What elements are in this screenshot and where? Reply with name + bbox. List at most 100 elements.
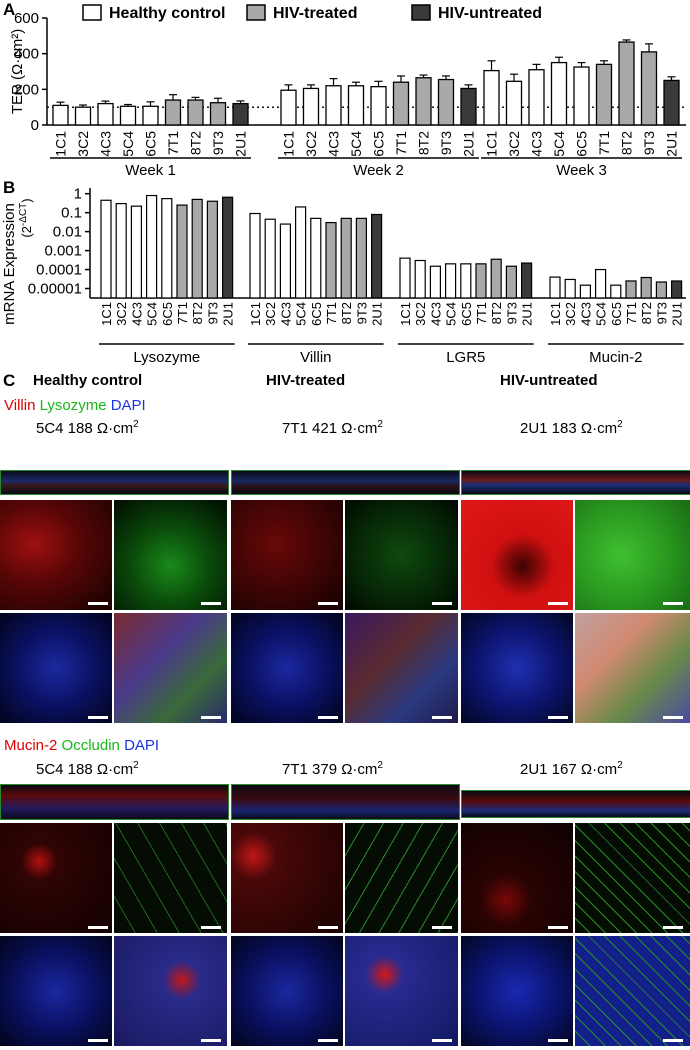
- bar: [625, 280, 637, 299]
- x-tick-label: 5C4: [348, 131, 364, 157]
- y-tick-label: 1: [74, 186, 82, 203]
- scale-bar: [663, 1039, 683, 1042]
- bar: [264, 218, 276, 299]
- xsection-untreated-set1: [461, 470, 690, 495]
- mucin2-untreated: [461, 823, 573, 933]
- x-tick-label: 7T1: [596, 131, 612, 155]
- bar: [610, 284, 622, 299]
- x-tick-label: 8T2: [489, 302, 504, 324]
- panel-b-letter: B: [3, 178, 16, 197]
- stain-legend-1: Villin Lysozyme DAPI: [4, 397, 146, 414]
- bar: [187, 99, 204, 126]
- bar: [399, 257, 411, 299]
- legend-label: Healthy control: [109, 5, 225, 22]
- bar: [310, 217, 322, 299]
- lysozyme-treated: [345, 500, 458, 610]
- bar: [550, 61, 568, 126]
- bar: [161, 198, 173, 299]
- x-tick-label: 6C5: [459, 302, 474, 326]
- stain-lysozyme: Lysozyme: [39, 397, 107, 414]
- bar: [490, 258, 502, 299]
- bar: [325, 221, 337, 299]
- gene-label: Mucin-2: [589, 349, 642, 366]
- x-tick-label: 3C2: [413, 302, 428, 326]
- y-tick-label: 200: [14, 81, 39, 98]
- x-tick-label: 5C4: [551, 131, 567, 157]
- bar: [505, 80, 523, 126]
- x-tick-label: 2U1: [664, 131, 680, 157]
- bar: [249, 212, 261, 299]
- week-label: Week 2: [353, 162, 404, 178]
- y-axis-label: mRNA Expression: [1, 203, 18, 325]
- x-tick-label: 2U1: [370, 302, 385, 326]
- x-tick-label: 4C3: [428, 302, 443, 326]
- legend-swatch: [411, 4, 431, 21]
- x-tick-label: 1C1: [99, 302, 114, 326]
- gene-label: LGR5: [446, 349, 485, 366]
- group-title-untreated: HIV-untreated: [500, 372, 598, 389]
- scale-bar: [88, 716, 108, 719]
- x-tick-label: 2U1: [670, 302, 685, 326]
- x-tick-label: 1C1: [281, 131, 297, 157]
- x-tick-label: 6C5: [309, 302, 324, 326]
- y-axis-unit: (2-ΔCT): [18, 198, 34, 237]
- dapi-treated-set2: [231, 936, 343, 1046]
- x-tick-label: 4C3: [278, 302, 293, 326]
- dapi-untreated-set2: [461, 936, 573, 1046]
- bar: [564, 278, 576, 299]
- bar: [325, 85, 342, 126]
- bar: [100, 199, 112, 299]
- group-title-treated: HIV-treated: [266, 372, 346, 389]
- x-tick-label: 5C4: [444, 302, 459, 326]
- scale-bar: [88, 926, 108, 929]
- x-tick-label: 9T3: [641, 131, 657, 155]
- scale-bar: [663, 926, 683, 929]
- scale-bar: [432, 716, 452, 719]
- villin-healthy: [0, 500, 112, 610]
- scale-bar: [201, 602, 221, 605]
- lysozyme-healthy: [114, 500, 227, 610]
- bar: [460, 87, 477, 126]
- y-tick-label: 400: [14, 46, 39, 63]
- bar: [655, 281, 668, 299]
- ter-label-2u1-set2: 2U1 167 Ω·cm2: [520, 760, 623, 778]
- scale-bar: [432, 926, 452, 929]
- week-label: Week 1: [125, 162, 176, 178]
- bar: [371, 213, 383, 299]
- bar: [280, 89, 297, 126]
- scale-bar: [548, 602, 568, 605]
- merge-untreated-set2: [575, 936, 690, 1046]
- x-tick-label: 9T3: [504, 302, 519, 324]
- bar: [146, 194, 158, 299]
- xsection-untreated-set2: [461, 790, 690, 818]
- scale-bar: [318, 1039, 338, 1042]
- ter-label-5c4-set2: 5C4 188 Ω·cm2: [36, 760, 139, 778]
- x-tick-label: 1C1: [53, 131, 69, 157]
- scale-bar: [663, 602, 683, 605]
- x-tick-label: 9T3: [210, 131, 226, 155]
- x-tick-label: 4C3: [529, 131, 545, 157]
- gene-label: Villin: [300, 349, 331, 366]
- x-tick-label: 8T2: [619, 131, 635, 155]
- x-tick-label: 7T1: [393, 131, 409, 155]
- x-tick-label: 4C3: [129, 302, 144, 326]
- scale-bar: [548, 716, 568, 719]
- bar: [115, 203, 127, 299]
- bar: [176, 204, 188, 299]
- scale-bar: [432, 1039, 452, 1042]
- x-tick-label: 4C3: [578, 302, 593, 326]
- x-tick-label: 6C5: [574, 131, 590, 157]
- bar: [142, 105, 159, 126]
- y-tick-label: 0.0001: [36, 262, 82, 279]
- group-title-healthy: Healthy control: [33, 372, 143, 389]
- ter-label-2u1-set1: 2U1 183 Ω·cm2: [520, 419, 623, 437]
- x-tick-label: 6C5: [371, 131, 387, 157]
- bar: [370, 86, 387, 126]
- x-tick-label: 8T2: [416, 131, 432, 155]
- bar: [549, 276, 561, 299]
- xsection-treated-set1: [231, 470, 460, 495]
- x-tick-label: 7T1: [624, 302, 639, 324]
- bar: [340, 217, 352, 299]
- scale-bar: [201, 926, 221, 929]
- scale-bar: [432, 602, 452, 605]
